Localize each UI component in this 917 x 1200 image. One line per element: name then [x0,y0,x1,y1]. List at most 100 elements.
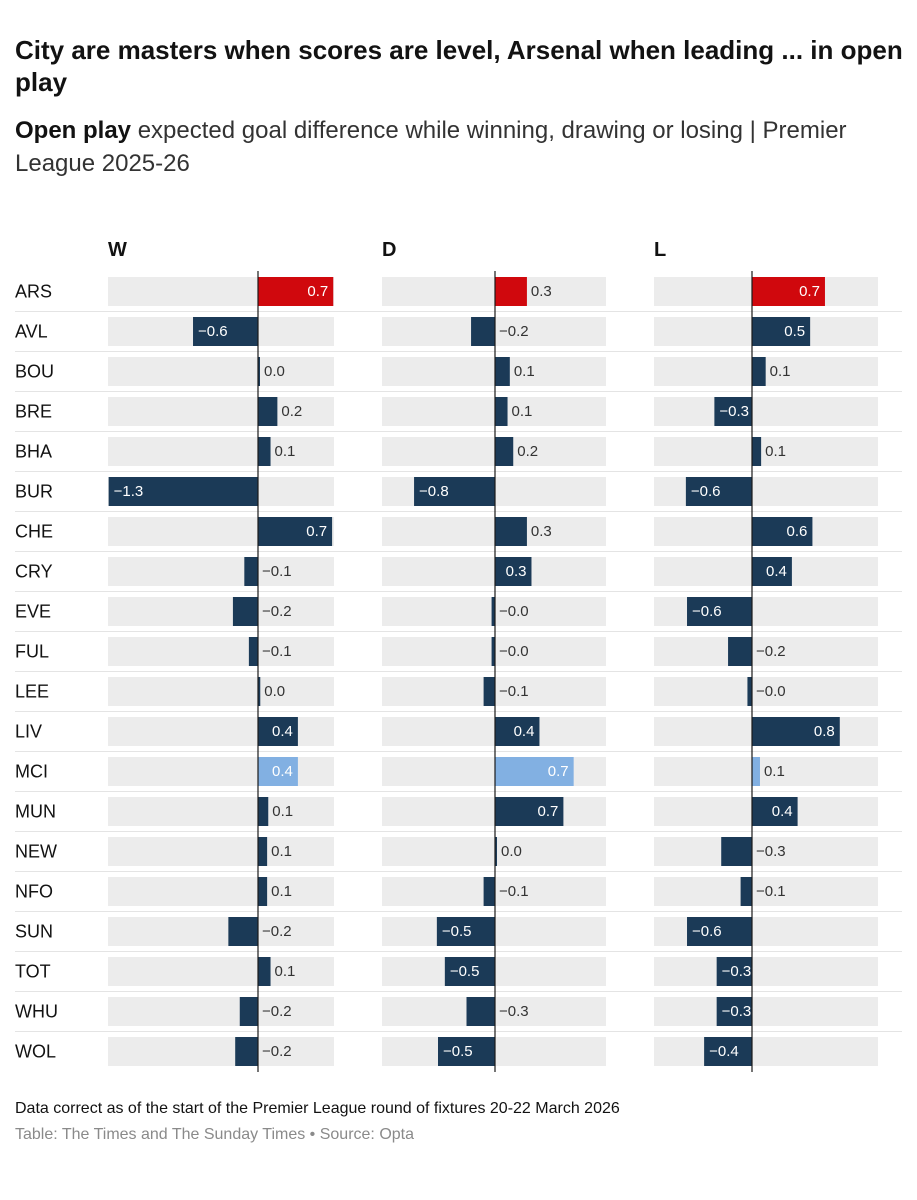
value-label-d-lee: −0.1 [499,683,529,700]
value-label-w-ful: −0.1 [262,643,292,660]
bar-l-ful [728,637,752,666]
bar-w-eve [232,597,258,626]
value-label-l-bha: 0.1 [765,443,786,460]
value-label-d-bou: 0.1 [514,363,535,380]
bar-w-mci [258,757,298,786]
bar-w-liv [258,717,298,746]
chart-subtitle: Open play expected goal difference while… [15,114,905,180]
track-d-bou [382,357,606,386]
bar-l-nfo [740,877,752,906]
bar-d-lee [483,677,495,706]
value-label-d-nfo: −0.1 [499,883,529,900]
bar-l-lee [747,677,752,706]
bar-d-ars [495,277,527,306]
value-label-l-avl: 0.5 [784,323,805,340]
value-label-l-ars: 0.7 [799,283,820,300]
value-label-w-whu: −0.2 [262,1003,292,1020]
bar-d-new [495,837,497,866]
value-label-w-bou: 0.0 [264,363,285,380]
value-label-w-che: 0.7 [306,523,327,540]
bar-l-tot [716,957,752,986]
track-w-cry [108,557,334,586]
panel-header-l: L [654,239,666,261]
footer-source: Table: The Times and The Sunday Times • … [15,1126,414,1143]
value-label-d-liv: 0.4 [514,723,535,740]
bar-l-mci [752,757,760,786]
track-l-nfo [654,877,878,906]
bar-w-bur [108,477,258,506]
bar-d-avl [471,317,495,346]
bar-l-bur [685,477,752,506]
track-d-new [382,837,606,866]
value-label-w-mci: 0.4 [272,763,293,780]
team-label-bre: BRE [15,402,52,422]
bar-l-eve [687,597,752,626]
track-l-mci [654,757,878,786]
value-label-w-sun: −0.2 [262,923,292,940]
team-label-lee: LEE [15,682,49,702]
value-label-w-avl: −0.6 [198,323,228,340]
value-label-d-mci: 0.7 [548,763,569,780]
bar-d-cry [495,557,532,586]
value-label-d-sun: −0.5 [442,923,472,940]
team-label-nfo: NFO [15,882,53,902]
value-label-l-liv: 0.8 [814,723,835,740]
value-label-w-ars: 0.7 [307,283,328,300]
team-label-bha: BHA [15,442,52,462]
bar-w-bre [258,397,278,426]
value-label-d-new: 0.0 [501,843,522,860]
track-w-tot [108,957,334,986]
bar-w-tot [258,957,271,986]
value-label-d-ars: 0.3 [531,283,552,300]
value-label-l-ful: −0.2 [756,643,786,660]
chart-area: W D L ARS AVL BOU BRE BHA BUR CHE CRY EVE FUL LEE LIV M… [0,228,917,1078]
value-label-d-eve: −0.0 [499,603,529,620]
bar-d-che [495,517,527,546]
value-label-d-mun: 0.7 [538,803,559,820]
value-label-w-eve: −0.2 [262,603,292,620]
bar-d-liv [495,717,540,746]
value-label-l-whu: −0.3 [722,1003,752,1020]
bar-d-bha [495,437,514,466]
bar-d-bur [414,477,495,506]
track-w-mci [108,757,334,786]
track-w-nfo [108,877,334,906]
bar-d-tot [444,957,495,986]
track-d-ars [382,277,606,306]
team-label-new: NEW [15,842,57,862]
bar-d-bre [495,397,508,426]
track-w-mun [108,797,334,826]
bar-d-whu [466,997,495,1026]
track-w-ful [108,637,334,666]
value-label-l-nfo: −0.1 [756,883,786,900]
team-label-tot: TOT [15,962,51,982]
value-label-l-new: −0.3 [756,843,786,860]
subtitle-rest: expected goal difference while winning, … [15,117,847,177]
value-label-w-new: 0.1 [271,843,292,860]
team-label-cry: CRY [15,562,53,582]
bar-d-mci [495,757,574,786]
value-label-l-che: 0.6 [787,523,808,540]
value-label-d-bre: 0.1 [512,403,533,420]
team-label-avl: AVL [15,322,48,342]
value-label-l-wol: −0.4 [709,1043,739,1060]
team-label-che: CHE [15,522,53,542]
bar-w-che [258,517,333,546]
value-label-d-bha: 0.2 [517,443,538,460]
track-l-bou [654,357,878,386]
bar-l-bre [714,397,752,426]
bar-w-nfo [258,877,268,906]
track-d-bha [382,437,606,466]
bar-d-sun [436,917,495,946]
value-label-d-tot: −0.5 [450,963,480,980]
track-l-tot [654,957,878,986]
team-label-bur: BUR [15,482,53,502]
track-d-liv [382,717,606,746]
bar-w-ars [258,277,334,306]
team-label-whu: WHU [15,1002,58,1022]
bar-l-cry [752,557,792,586]
value-label-w-cry: −0.1 [262,563,292,580]
track-l-bha [654,437,878,466]
bar-d-wol [438,1037,495,1066]
track-d-che [382,517,606,546]
